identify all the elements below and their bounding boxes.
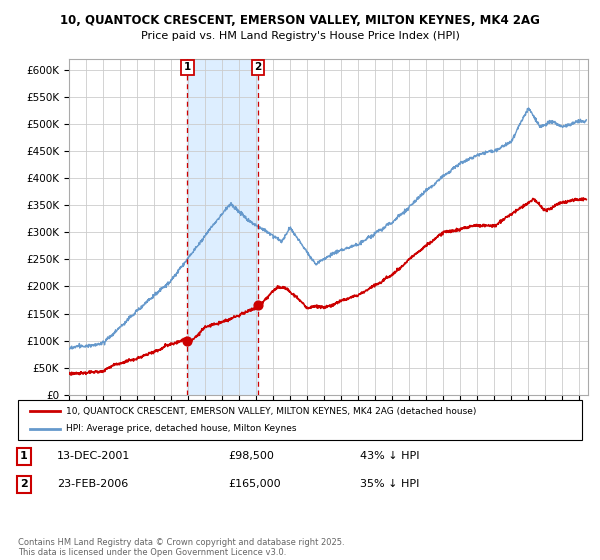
Text: 13-DEC-2001: 13-DEC-2001 — [57, 451, 130, 461]
Point — [182, 337, 192, 346]
Text: 10, QUANTOCK CRESCENT, EMERSON VALLEY, MILTON KEYNES, MK4 2AG (detached house): 10, QUANTOCK CRESCENT, EMERSON VALLEY, M… — [66, 407, 476, 416]
Text: HPI: Average price, detached house, Milton Keynes: HPI: Average price, detached house, Milt… — [66, 424, 296, 433]
Text: Price paid vs. HM Land Registry's House Price Index (HPI): Price paid vs. HM Land Registry's House … — [140, 31, 460, 41]
Text: £165,000: £165,000 — [228, 479, 281, 489]
Text: 1: 1 — [184, 62, 191, 72]
Bar — [187, 59, 258, 395]
Text: 43% ↓ HPI: 43% ↓ HPI — [360, 451, 419, 461]
Point — [253, 301, 263, 310]
Text: Contains HM Land Registry data © Crown copyright and database right 2025.
This d: Contains HM Land Registry data © Crown c… — [18, 538, 344, 557]
Text: 2: 2 — [254, 62, 262, 72]
Text: 10, QUANTOCK CRESCENT, EMERSON VALLEY, MILTON KEYNES, MK4 2AG: 10, QUANTOCK CRESCENT, EMERSON VALLEY, M… — [60, 14, 540, 27]
Text: £98,500: £98,500 — [228, 451, 274, 461]
Text: 35% ↓ HPI: 35% ↓ HPI — [360, 479, 419, 489]
Text: 1: 1 — [20, 451, 28, 461]
Text: 2: 2 — [20, 479, 28, 489]
Text: 23-FEB-2006: 23-FEB-2006 — [57, 479, 128, 489]
